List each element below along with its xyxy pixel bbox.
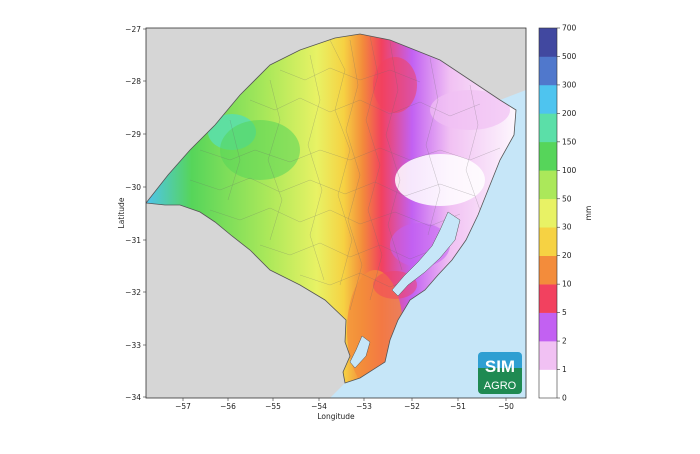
- colorbar-tick-label: 500: [562, 52, 577, 61]
- colorbar-tick-label: 30: [562, 223, 572, 232]
- logo-sim-text: SIM: [485, 357, 515, 376]
- colorbar-tick-label: 20: [562, 251, 572, 260]
- y-tick: −29: [125, 130, 146, 139]
- map-plot-area: [146, 28, 526, 398]
- colorbar-tick-label: 0: [562, 394, 567, 403]
- colorbar-tick-label: 5: [562, 308, 567, 317]
- colorbar-tick-label: 300: [562, 80, 577, 89]
- x-tick: −55: [265, 398, 281, 411]
- x-axis: −57 −56 −55 −54 −53 −52 −51 −50 Longitud…: [175, 398, 514, 421]
- svg-text:−51: −51: [450, 402, 466, 411]
- logo-agro-text: AGRO: [484, 380, 517, 392]
- colorbar: 0 1 2 5 10 20 30 50 100 150 200 300 500 700 mm: [538, 24, 593, 403]
- x-tick: −56: [220, 398, 236, 411]
- colorbar-band: [539, 28, 557, 57]
- colorbar-tick-label: 50: [562, 194, 572, 203]
- colorbar-band: [539, 113, 557, 143]
- y-tick: −33: [125, 341, 146, 350]
- svg-text:−56: −56: [220, 402, 236, 411]
- svg-text:−27: −27: [125, 25, 141, 34]
- simagro-logo: SIM AGRO: [478, 352, 522, 394]
- lagoa-mirim: [349, 335, 371, 369]
- y-tick: −30: [125, 183, 146, 192]
- svg-text:−33: −33: [125, 341, 141, 350]
- colorbar-band: [539, 170, 557, 200]
- colorbar-frame: [538, 27, 558, 399]
- colorbar-tick-label: 700: [562, 24, 577, 33]
- lagoa-dos-patos: [391, 211, 461, 297]
- colorbar-band: [539, 198, 557, 228]
- svg-text:−57: −57: [175, 402, 191, 411]
- colorbar-band: [539, 341, 557, 370]
- colorbar-tick-label: 1: [562, 365, 567, 374]
- svg-text:−54: −54: [311, 402, 327, 411]
- colorbar-band: [539, 227, 557, 256]
- colorbar-band: [539, 312, 557, 342]
- y-tick: −32: [125, 288, 146, 297]
- svg-text:−50: −50: [498, 402, 514, 411]
- x-tick: −53: [356, 398, 372, 411]
- x-tick: −51: [450, 398, 466, 411]
- y-axis-label: Latitude: [117, 197, 126, 228]
- x-tick: −52: [404, 398, 420, 411]
- svg-text:−28: −28: [125, 77, 141, 86]
- colorbar-bands: [539, 28, 557, 399]
- land-outside-region: [146, 28, 526, 203]
- colorbar-tick-label: 100: [562, 166, 577, 175]
- y-axis: −27 −28 −29 −30 −31 −32 −33 −34 Latitude: [117, 25, 146, 402]
- municipal-boundaries: [189, 35, 501, 311]
- colorbar-tick-label: 150: [562, 137, 577, 146]
- y-tick: −27: [125, 25, 146, 34]
- svg-text:−34: −34: [125, 393, 141, 402]
- svg-text:−32: −32: [125, 288, 141, 297]
- uruguay-land: [146, 203, 350, 398]
- y-tick: −34: [125, 393, 146, 402]
- svg-text:−55: −55: [265, 402, 281, 411]
- y-tick: −28: [125, 77, 146, 86]
- svg-text:−29: −29: [125, 130, 141, 139]
- colorbar-band: [539, 84, 557, 114]
- colorbar-unit-label: mm: [584, 206, 593, 221]
- colorbar-tick-label: 10: [562, 280, 572, 289]
- colorbar-band: [539, 255, 557, 285]
- colorbar-tick-label: 2: [562, 337, 567, 346]
- x-tick: −54: [311, 398, 327, 411]
- svg-text:−52: −52: [404, 402, 420, 411]
- colorbar-band: [539, 369, 557, 399]
- svg-text:−30: −30: [125, 183, 141, 192]
- x-axis-label: Longitude: [317, 412, 355, 421]
- state-border: [146, 33, 517, 384]
- svg-text:−53: −53: [356, 402, 372, 411]
- colorbar-ticks: 0 1 2 5 10 20 30 50 100 150 200 300 500 700: [557, 24, 577, 403]
- svg-text:−31: −31: [125, 236, 141, 245]
- colorbar-band: [539, 284, 557, 313]
- x-tick: −57: [175, 398, 191, 411]
- y-tick: −31: [125, 236, 146, 245]
- plot-frame: [145, 27, 527, 399]
- colorbar-band: [539, 141, 557, 171]
- colorbar-tick-label: 200: [562, 109, 577, 118]
- colorbar-band: [539, 56, 557, 86]
- x-tick: −50: [498, 398, 514, 411]
